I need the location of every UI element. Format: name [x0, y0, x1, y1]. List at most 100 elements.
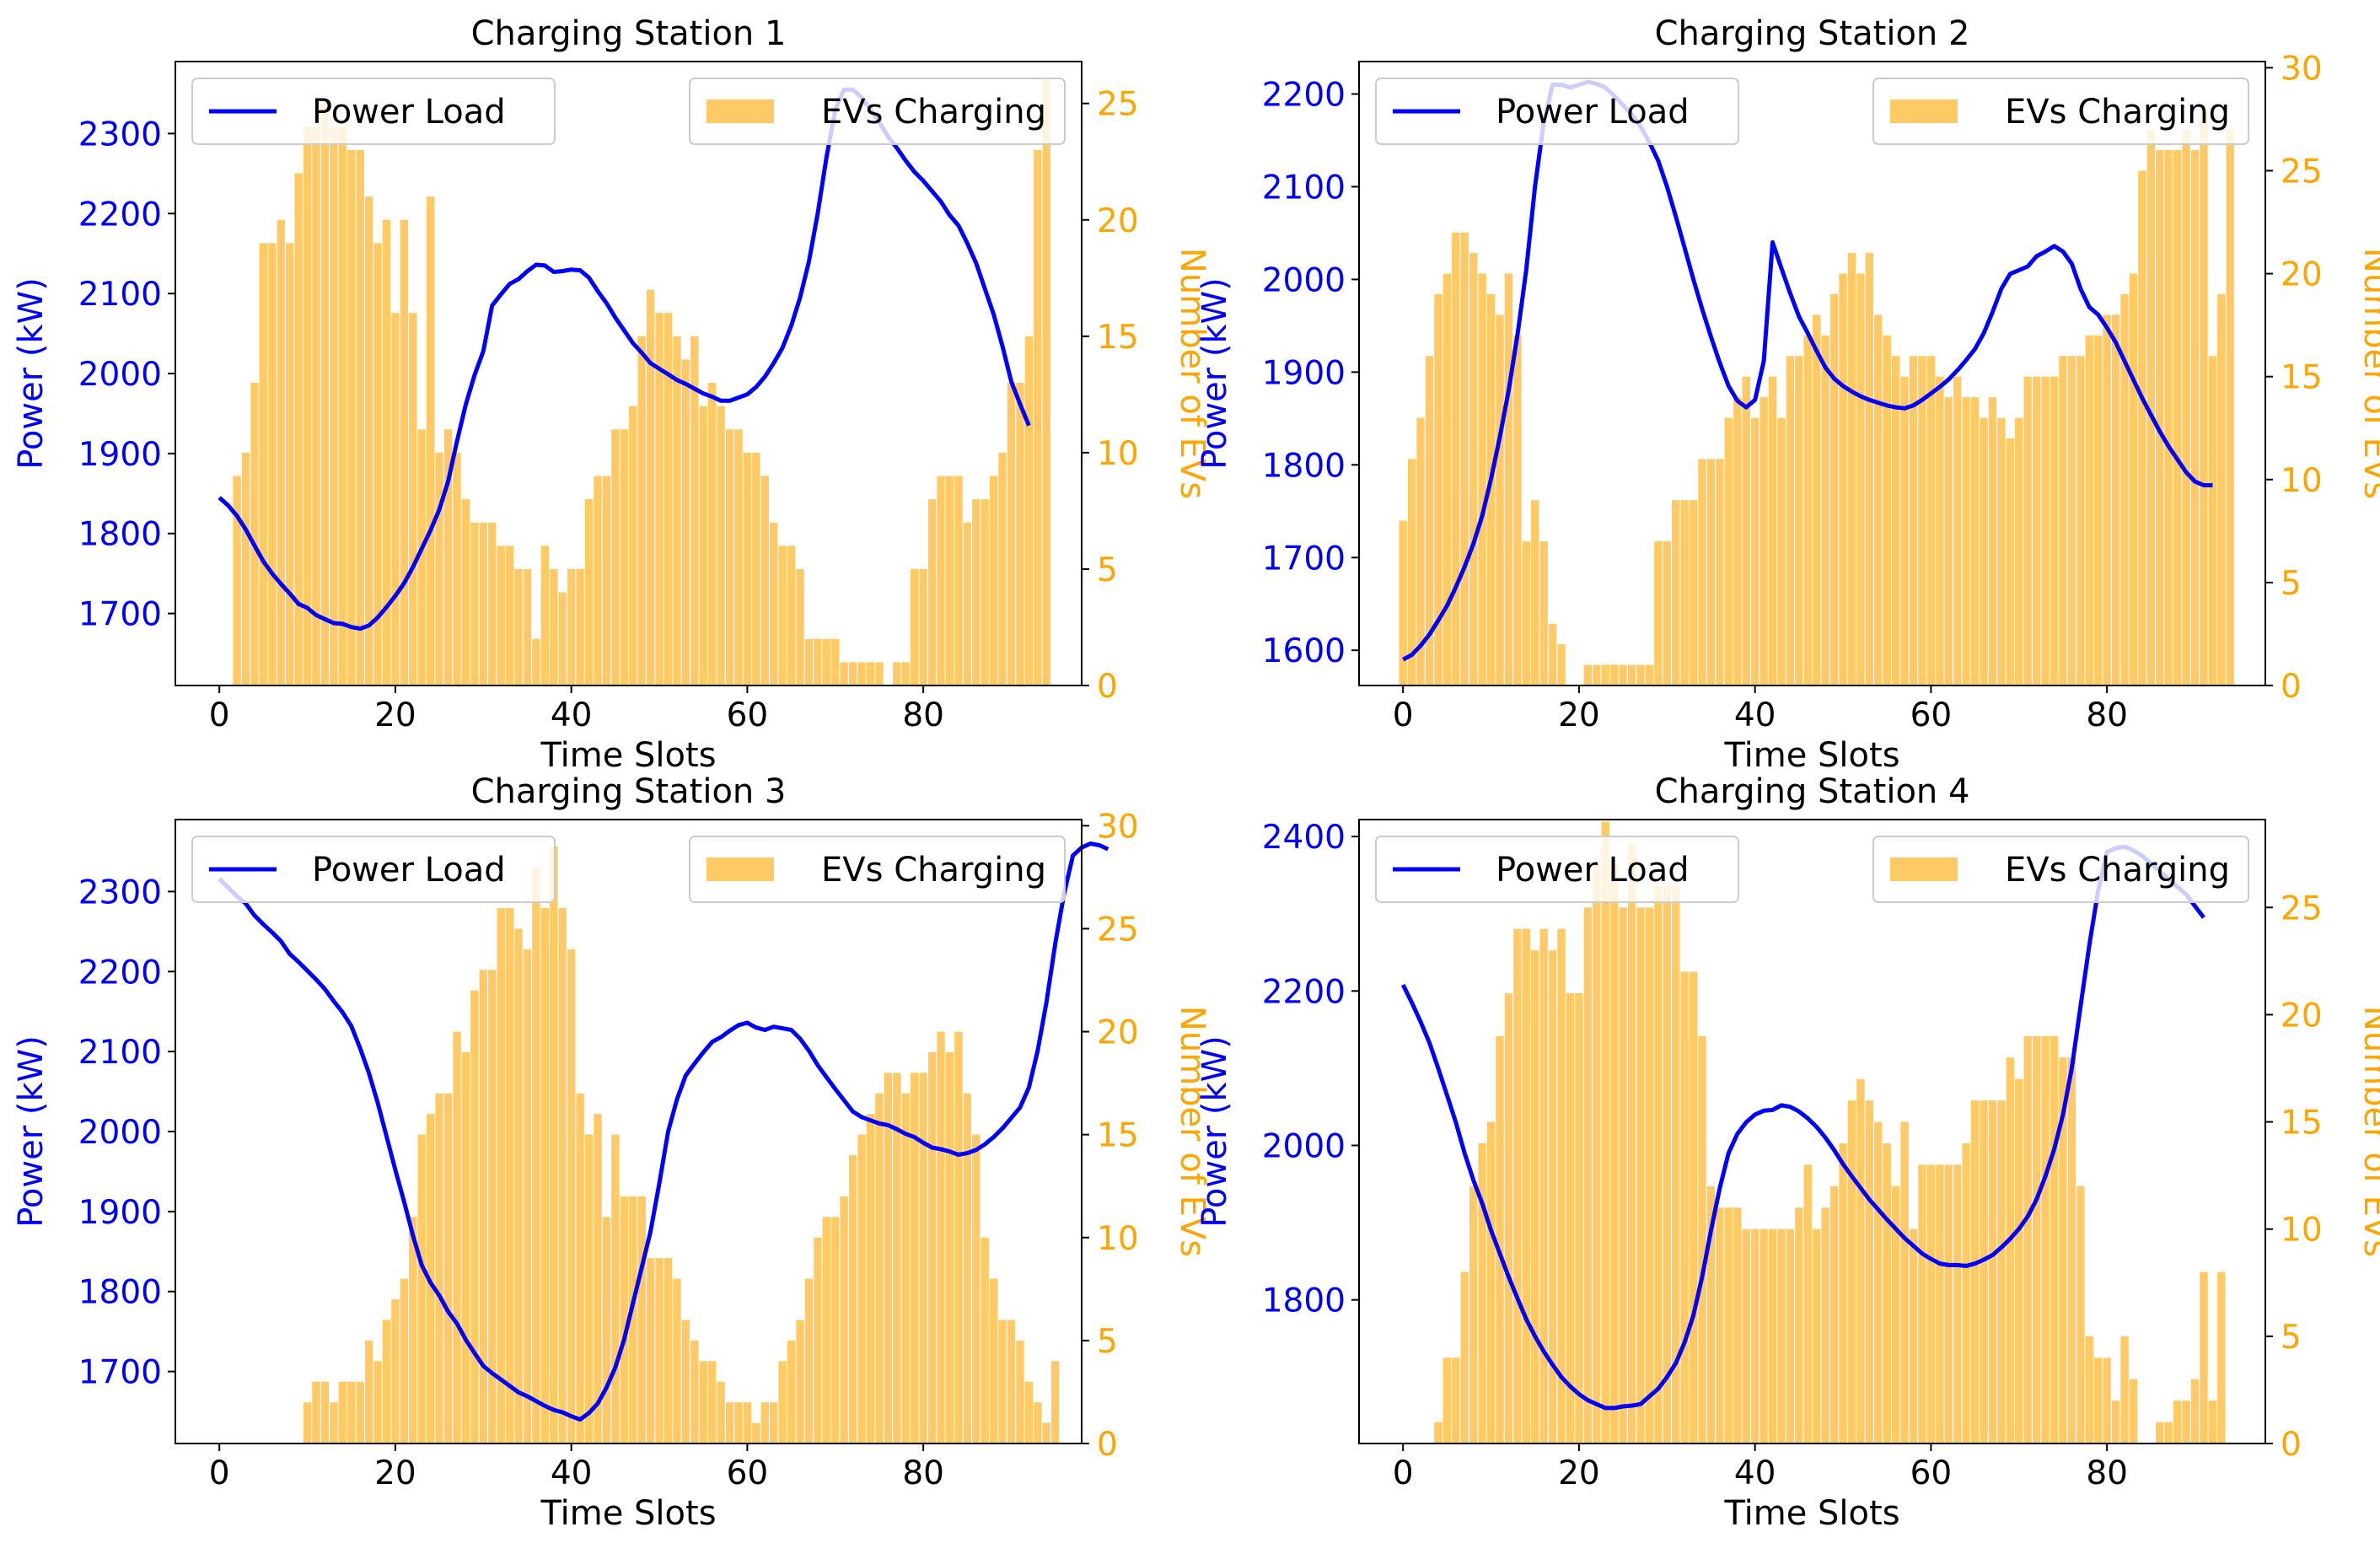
ev-bar — [629, 1196, 637, 1444]
ev-bar — [1944, 397, 1953, 685]
y-left-tick-label: 1700 — [1262, 540, 1346, 578]
ev-bar — [303, 126, 312, 686]
ev-bar — [312, 126, 320, 686]
y-right-tick-label: 10 — [2281, 462, 2323, 500]
ev-bar — [1601, 664, 1609, 685]
ev-bar — [1016, 383, 1024, 685]
ev-bar — [576, 1093, 584, 1444]
ev-bar — [1891, 356, 1900, 685]
ev-bar — [550, 846, 558, 1444]
ev-bar — [1724, 1207, 1733, 1444]
y-right-tick-label: 10 — [1097, 1220, 1139, 1258]
y-right-tick-label: 15 — [1097, 319, 1139, 357]
y-right-tick-label: 25 — [1097, 911, 1139, 949]
ev-bar — [901, 1093, 910, 1444]
ev-bar — [1944, 1164, 1953, 1444]
legend-box — [191, 78, 556, 145]
ev-bar — [1742, 1228, 1750, 1444]
y-left-axis-label: Power (kW) — [12, 1035, 51, 1228]
ev-bar — [901, 662, 910, 685]
y-left-tick-label: 1800 — [1262, 1282, 1346, 1320]
ev-bar — [330, 126, 338, 686]
ev-bar — [1698, 1035, 1706, 1444]
ev-bar — [1689, 971, 1698, 1444]
ev-bar — [505, 908, 514, 1444]
ev-bar — [1042, 80, 1050, 686]
ev-bar — [884, 1073, 893, 1444]
ev-bar — [637, 336, 646, 685]
ev-bar — [1759, 1228, 1768, 1444]
ev-bar — [2059, 356, 2067, 685]
ev-bar — [532, 638, 540, 685]
ev-bar — [391, 1299, 400, 1444]
ev-bar — [2226, 129, 2234, 685]
y-right-tick-label: 5 — [1097, 551, 1118, 589]
legend-power-load: Power Load — [191, 836, 556, 903]
y-right-tick-label: 15 — [2281, 1105, 2323, 1142]
ev-bar — [646, 1258, 655, 1444]
ev-bar — [1724, 417, 1733, 685]
y-left-tick-label: 2300 — [78, 116, 162, 153]
ev-bar — [505, 546, 514, 685]
ev-bar — [919, 1073, 927, 1444]
ev-bar — [699, 406, 707, 685]
ev-bar — [1847, 1100, 1856, 1444]
ev-bar — [584, 499, 594, 685]
ev-bar — [717, 406, 725, 685]
x-tick-label: 80 — [2086, 1454, 2128, 1492]
ev-bar — [1716, 459, 1724, 685]
power-load-line — [1402, 79, 2213, 662]
ev-bars — [1434, 821, 2226, 1444]
ev-bar — [2173, 1401, 2182, 1444]
ev-bar — [540, 908, 550, 1444]
ev-bar — [409, 1217, 417, 1444]
ev-bar — [1407, 459, 1416, 685]
ev-bar — [1918, 356, 1926, 685]
ev-bar — [479, 970, 487, 1444]
ev-bar — [1548, 623, 1557, 685]
ev-bar — [954, 476, 963, 685]
ev-bar — [840, 1196, 848, 1444]
ev-bar — [2111, 315, 2120, 685]
x-tick-label: 0 — [1393, 1454, 1414, 1492]
ev-bar — [927, 499, 937, 685]
ev-bar — [1813, 1228, 1821, 1444]
y-right-tick-label: 5 — [2281, 1319, 2302, 1357]
ev-bar — [2067, 1057, 2076, 1444]
ev-bar — [637, 1196, 646, 1444]
y-right-tick-label: 25 — [2281, 153, 2323, 191]
ev-bar — [1609, 864, 1619, 1444]
ev-bar — [514, 568, 523, 685]
ev-bar — [1654, 885, 1663, 1444]
ev-bar — [1803, 1164, 1812, 1444]
ev-bar — [233, 476, 241, 685]
ev-bar — [2200, 109, 2208, 685]
ev-bar — [770, 1402, 778, 1444]
ev-bar — [1513, 335, 1522, 685]
ev-bar — [2200, 1271, 2208, 1444]
ev-bar — [2120, 1336, 2129, 1444]
ev-bar — [1706, 1185, 1716, 1444]
y-left-tick-label: 1700 — [78, 1354, 162, 1392]
ev-bar — [277, 219, 285, 685]
ev-bar — [1980, 417, 1988, 685]
ev-bar — [2076, 356, 2085, 685]
ev-bar — [1865, 253, 1874, 685]
ev-bar — [1050, 1361, 1060, 1444]
ev-bar — [1795, 356, 1803, 685]
ev-bar — [453, 1031, 461, 1444]
ev-bar — [620, 429, 628, 685]
station-4-chart: Charging Station 4 0 20 40 60 80 1800 2000 2200 2… — [1195, 772, 2380, 1533]
ev-bar — [1900, 376, 1909, 685]
ev-bar — [1486, 1121, 1496, 1444]
x-tick-label: 40 — [551, 1454, 593, 1492]
ev-bar — [479, 522, 487, 685]
ev-bar — [497, 908, 505, 1444]
y-right-tick-label: 15 — [2281, 359, 2323, 397]
legend-power-load: Power Load — [1375, 78, 1739, 145]
ev-bar — [241, 452, 250, 685]
ev-bar — [1777, 1228, 1786, 1444]
ev-bar — [1821, 335, 1829, 685]
y-right-tick-label: 25 — [1097, 86, 1139, 124]
x-tick-label: 40 — [1734, 696, 1776, 734]
